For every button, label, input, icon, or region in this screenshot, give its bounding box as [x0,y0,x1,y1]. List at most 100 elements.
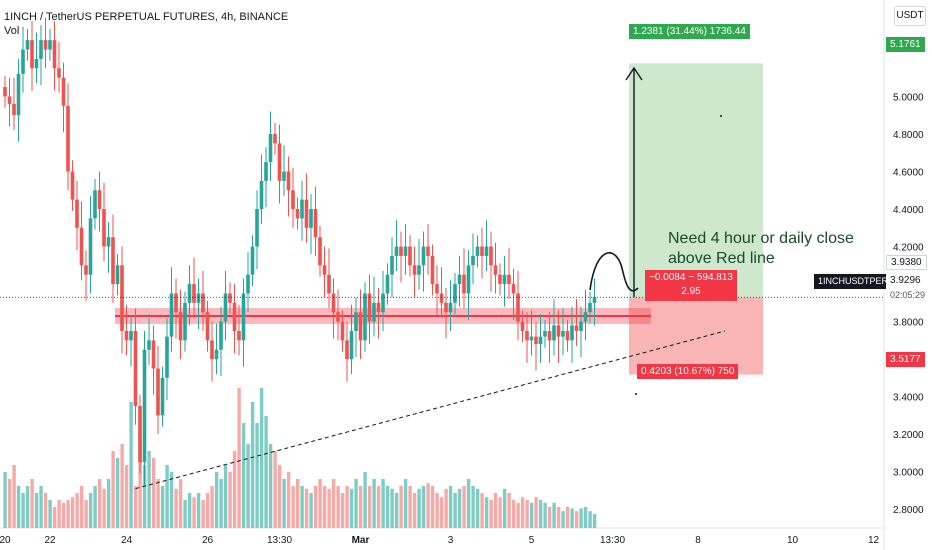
candle-body [543,330,547,337]
candle-body [367,293,372,322]
projection-curve [589,252,639,292]
candle-body [48,40,52,50]
volume-bar [291,486,295,528]
volume-indicator-label[interactable]: Vol [4,25,20,37]
volume-bar [516,502,520,528]
volume-bar [309,493,313,528]
candle-body [480,246,484,256]
volume-bar [426,483,430,528]
candle-body [493,265,498,275]
volume-bar [354,479,358,528]
volume-bar [259,388,264,528]
volume-bar [277,465,282,528]
volume-bar [444,488,448,528]
target-label[interactable]: 1.2381 (31.44%) 1736.44 [629,24,750,39]
volume-bar [412,493,417,528]
previous-price-tag: 3.9380 [886,255,927,270]
currency-button[interactable]: USDT [894,6,926,26]
volume-bar [39,486,43,528]
volume-bar [21,493,25,528]
chart-annotation-text[interactable]: Need 4 hour or daily close above Red lin… [668,229,854,269]
target-arrow-head [625,66,643,81]
volume-bar [385,486,390,528]
volume-bar [547,507,552,528]
volume-bar [331,479,336,528]
volume-bar [237,388,241,528]
last-price-tag: 3.9296 02:05:29 [886,274,930,304]
candle-body [318,237,322,266]
candle-body [286,171,291,191]
volume-bar [241,423,246,528]
candle-body [165,336,169,378]
candle-body [372,302,376,322]
candle-body [268,133,273,163]
volume-bar [219,479,223,528]
volume-bar [439,497,444,528]
candle-body [390,255,394,275]
candle-body [403,246,408,256]
candle-body [228,293,232,303]
volume-bar [12,465,16,528]
volume-bar [403,479,408,528]
candle-body [277,143,282,181]
volume-bar [394,493,399,528]
marker-dot [635,393,637,395]
candle-body [255,209,259,247]
y-tick-label: 3.0000 [893,468,924,479]
candle-body [120,265,124,331]
volume-bar [556,507,561,528]
volume-bar [223,465,228,528]
candle-body [448,302,453,313]
volume-bar [264,416,268,528]
candle-body [435,284,439,294]
candle-body [385,274,390,294]
volume-bar [282,479,286,528]
candle-body [52,40,57,69]
target-price-tag: 5.1761 [886,37,925,52]
candle-body [7,96,12,104]
candle-body [21,49,25,74]
candle-body [345,340,349,360]
volume-bar [106,479,111,528]
candle-body [187,284,192,303]
x-tick-label: 3 [448,535,454,546]
volume-bar [16,486,21,528]
y-tick-label: 3.8000 [893,318,924,329]
volume-bar [138,437,142,528]
candle-body [111,237,115,285]
candle-body [561,330,565,337]
candle-body [12,103,16,116]
candle-body [57,68,61,78]
candle-body [466,265,471,294]
candle-body [61,77,66,106]
candle-body [358,312,363,341]
candle-body [250,246,255,275]
volume-bar [7,479,12,528]
candle-body [183,302,187,341]
stop-label[interactable]: 0.4203 (10.67%) 750 [637,364,739,379]
candle-body [421,246,426,266]
volume-bar [129,402,133,528]
candle-body [430,255,435,285]
entry-label[interactable]: −0.0084 ~ 594.813 2.95 [645,270,737,301]
last-price-value: 3.9296 [890,275,921,286]
candle-body [588,302,592,313]
volume-bar [70,497,75,528]
candle-body [174,293,178,313]
candle-body [3,87,7,97]
candle-body [291,190,295,210]
marker-dot [720,115,722,117]
candle-body [25,40,30,50]
candle-body [475,246,480,256]
volume-bar [561,511,565,528]
volume-bar [579,508,583,528]
candle-body [507,274,511,285]
candle-body [322,265,327,275]
volume-bar [228,472,232,528]
candle-body [138,406,142,463]
candle-body [93,190,97,219]
candle-body [178,312,183,341]
volume-bar [381,479,385,528]
volume-bar [210,486,214,528]
